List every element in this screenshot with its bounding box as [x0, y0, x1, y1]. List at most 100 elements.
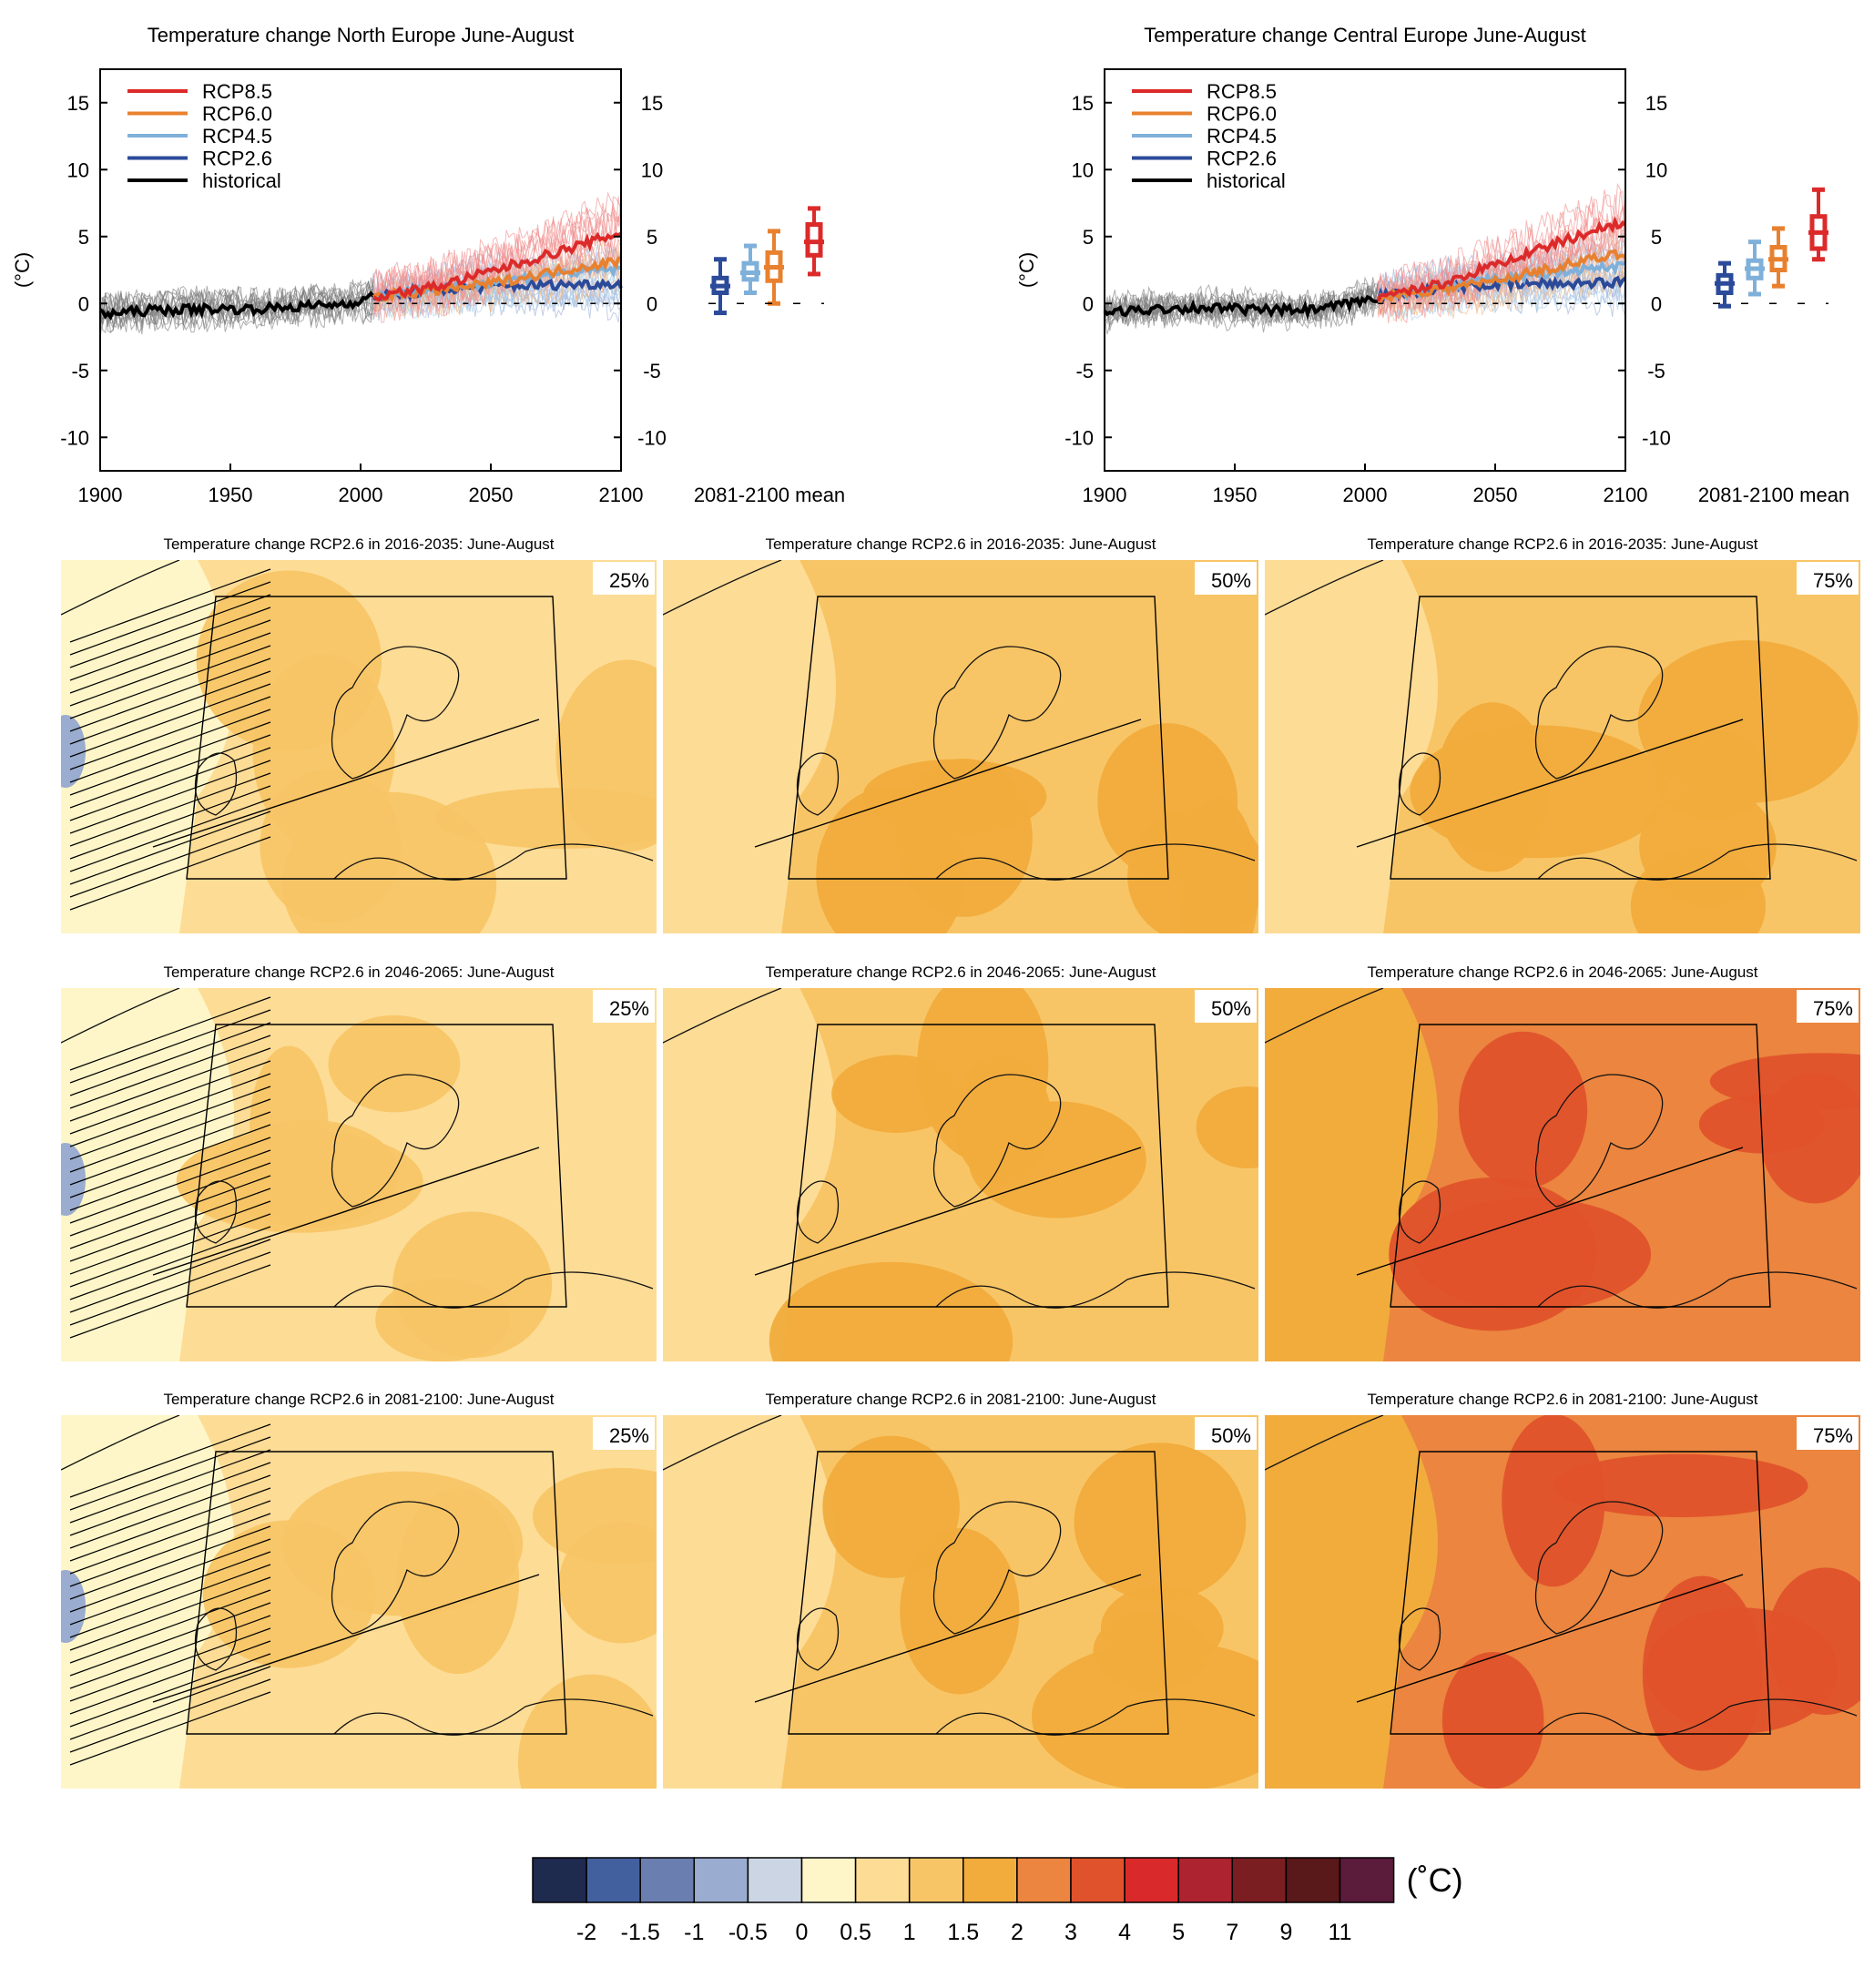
hatching-line: [69, 1525, 271, 1600]
colorbar-bin: [747, 1857, 803, 1903]
y-tick-label-left: 15: [1072, 92, 1094, 115]
map-title: Temperature change RCP2.6 in 2016-2035: …: [163, 535, 554, 553]
map-cool-region: [61, 1143, 86, 1216]
colorbar-tick-label: 9: [1279, 1920, 1292, 1945]
y-tick-label-right: 10: [641, 158, 663, 181]
colorbar-tick-label: 7: [1226, 1920, 1238, 1945]
legend-label: RCP4.5: [1207, 125, 1277, 148]
percentile-label-bg: [1797, 1417, 1859, 1450]
percentile-label: 25%: [609, 997, 649, 1020]
hatching-line: [69, 1551, 271, 1626]
hatching-line: [69, 747, 271, 821]
hatching-line: [69, 1047, 271, 1122]
map-warm-region: [769, 1261, 1013, 1361]
map-warm-region: [1093, 1611, 1208, 1691]
colorbar-bin: [1285, 1857, 1341, 1903]
colorbar-bin: [1016, 1857, 1072, 1903]
y-tick-label-left: 10: [67, 158, 89, 181]
hatching-line: [69, 683, 271, 758]
map-warm-region: [1074, 1443, 1247, 1602]
map-warm-region: [862, 759, 1047, 834]
y-tick-label-left: 0: [78, 292, 89, 315]
map-panel-3: 25% Temperature change RCP2.6 in 2046-206…: [61, 963, 657, 1361]
hatching-line: [69, 1060, 271, 1135]
hatching-line: [69, 996, 271, 1071]
colorbar-tick-label: -2: [576, 1920, 596, 1945]
map-warm-region: [1767, 1567, 1860, 1716]
map-warm-region: [1413, 1198, 1652, 1311]
hatching-line: [69, 1162, 271, 1237]
map-warm-region: [1127, 808, 1258, 933]
hatching-line: [69, 658, 271, 732]
map-warm-region: [1642, 1575, 1763, 1771]
series-line-RCP8.5: [1376, 215, 1627, 302]
map-warm-region: [1655, 730, 1770, 820]
colorbar-tick-label: -1: [684, 1920, 704, 1945]
boxplot-RCP6.0: [764, 229, 784, 306]
hatching-line: [69, 1627, 271, 1702]
colorbar-tick-label: 1.5: [947, 1920, 979, 1945]
x-tick-label: 2100: [599, 484, 644, 506]
ensemble-member-line: [372, 207, 622, 302]
percentile-label-bg: [1195, 1417, 1257, 1450]
series-line-RCP4.5: [372, 260, 622, 301]
colorbar-bin: [1339, 1857, 1395, 1903]
x-tick-label: 1900: [1083, 484, 1127, 506]
map-panel-8: 75% Temperature change RCP2.6 in 2081-210…: [1265, 1391, 1860, 1789]
coastline: [1265, 988, 1858, 1309]
hatching-line: [69, 1188, 271, 1262]
percentile-label: 75%: [1813, 569, 1853, 592]
series-line-RCP6.0: [1376, 249, 1626, 306]
legend-label: RCP2.6: [202, 148, 272, 170]
colorbar-tick-label: -1.5: [621, 1920, 660, 1945]
y-tick-label-left: 10: [1072, 158, 1094, 181]
x-tick-label: 1950: [209, 484, 253, 506]
boxplot-RCP8.5: [804, 206, 824, 277]
colorbar-bin: [800, 1857, 857, 1903]
hatching-line: [69, 670, 271, 745]
ensemble-member-line: [99, 280, 374, 321]
map-field: [61, 560, 657, 933]
y-tick-label-left: 0: [1083, 292, 1094, 315]
boxplot-label: 2081-2100 mean: [1698, 484, 1849, 506]
hatching-line: [69, 1226, 271, 1300]
boxplot-RCP6.0: [1768, 226, 1788, 289]
map-warm-region: [1502, 1415, 1605, 1587]
region-box: [754, 1451, 1169, 1735]
colorbar-bin: [908, 1857, 964, 1903]
colorbar-bin: [693, 1857, 749, 1903]
chart-title: Temperature change Central Europe June-A…: [1144, 24, 1586, 46]
hatching-line: [69, 1666, 271, 1740]
map-warm-region: [281, 1471, 524, 1616]
hatching-line: [69, 1576, 271, 1651]
y-tick-label-left: -5: [71, 360, 89, 382]
legend-label: RCP8.5: [1207, 80, 1277, 103]
hatching-line: [69, 772, 271, 847]
region-box: [754, 1024, 1169, 1308]
hatching-line: [69, 1589, 271, 1664]
hatching-line: [69, 1500, 271, 1575]
y-tick-label-right: -5: [1647, 360, 1665, 382]
hatching-line: [69, 1200, 271, 1275]
chart-title: Temperature change North Europe June-Aug…: [148, 24, 574, 46]
hatching-line: [69, 696, 271, 770]
map-title: Temperature change RCP2.6 in 2046-2065: …: [1367, 963, 1757, 981]
y-axis-label: (°C): [1015, 252, 1038, 288]
percentile-label-bg: [1797, 562, 1859, 595]
colorbar-bin: [586, 1857, 641, 1903]
ensemble-member-line: [99, 291, 374, 331]
coastline: [61, 560, 654, 881]
colorbar-tick-label: 3: [1064, 1920, 1077, 1945]
hatching-line: [69, 1239, 271, 1313]
map-cool-region: [61, 715, 86, 788]
coastline: [1265, 1415, 1858, 1736]
hatching-line: [69, 1449, 271, 1524]
colorbar-bin: [1177, 1857, 1234, 1903]
hatching-line: [69, 1462, 271, 1536]
hatching-line: [69, 734, 271, 809]
x-tick-label: 2000: [339, 484, 383, 506]
y-tick-label-left: -10: [60, 426, 89, 449]
map-title: Temperature change RCP2.6 in 2081-2100: …: [765, 1391, 1156, 1408]
map-panel-5: 75% Temperature change RCP2.6 in 2046-206…: [1265, 963, 1860, 1361]
hatching-line: [69, 1022, 271, 1096]
